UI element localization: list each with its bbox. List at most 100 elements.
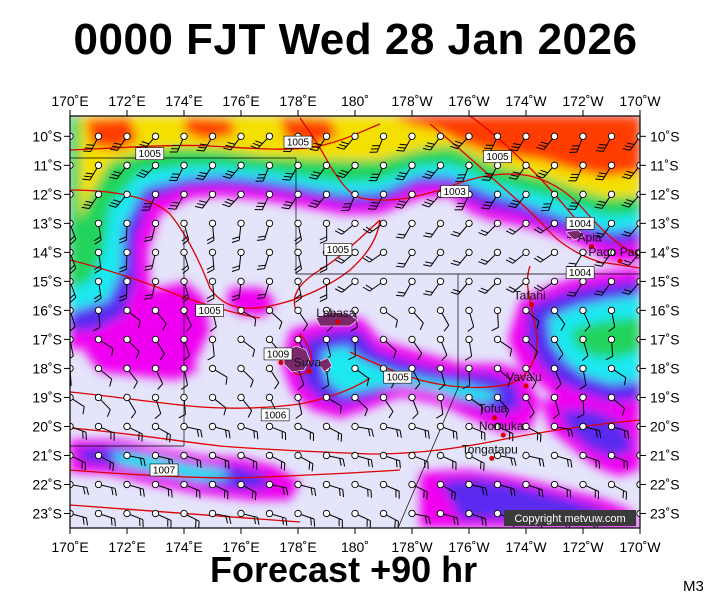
wind-barb (636, 451, 640, 464)
wind-barb (94, 364, 113, 387)
wind-barb (579, 480, 600, 500)
wind-barb (109, 132, 131, 151)
wind-barb (607, 451, 628, 470)
wind-barb (180, 480, 201, 499)
wind-barb (478, 277, 502, 294)
wind-barb (450, 277, 473, 295)
wind-barb (408, 364, 421, 390)
wind-barb (636, 335, 640, 351)
place-dot (335, 319, 341, 325)
right-lat-label: 17˚S (650, 331, 680, 347)
wind-barb (336, 132, 359, 150)
place-dot (489, 455, 495, 461)
wind-barb (535, 161, 559, 179)
wind-barb (265, 335, 281, 360)
place-label: Labasa (316, 306, 356, 320)
wind-barb (94, 509, 116, 527)
wind-barb (522, 335, 539, 360)
wind-barb (70, 190, 74, 210)
wind-barb (70, 451, 86, 471)
place-dot (617, 258, 623, 264)
wind-barb (379, 335, 397, 359)
wind-barb (180, 335, 191, 361)
wind-barb (396, 132, 416, 152)
wind-barb (308, 161, 331, 180)
wind-barb (180, 422, 203, 438)
wind-barb (294, 219, 303, 245)
wind-barb (256, 248, 274, 270)
wind-barb (237, 335, 256, 358)
wind-barb (334, 248, 359, 264)
wind-barb (607, 364, 627, 386)
wind-barb (493, 451, 517, 466)
wind-barb (123, 509, 144, 528)
wind-barb (509, 132, 530, 152)
wind-barb (319, 219, 331, 244)
left-lat-label: 11˚S (33, 157, 62, 173)
wind-barb (94, 393, 111, 417)
wind-barb (322, 393, 342, 414)
wind-barb (151, 364, 164, 390)
wind-barb (522, 480, 544, 498)
place-dot (523, 383, 529, 389)
wind-barb (180, 248, 190, 274)
wind-barb (550, 364, 562, 390)
wind-barb (265, 509, 288, 526)
wind-barb (341, 190, 359, 212)
wind-barb (94, 335, 114, 357)
isobar-label-box (565, 266, 595, 279)
wind-barb (196, 132, 217, 152)
wind-barb (334, 277, 359, 293)
wind-barb (237, 306, 257, 327)
copyright-text: Copyright metvuw.com (514, 513, 625, 525)
left-lat-label: 17˚S (32, 331, 62, 347)
wind-barb (123, 364, 138, 389)
wind-barb (294, 451, 314, 472)
wind-barb (151, 509, 172, 528)
wind-barb (123, 393, 137, 419)
wind-barb (567, 190, 587, 210)
map-title: 0000 FJT Wed 28 Jan 2026 (73, 15, 638, 64)
wind-barb (144, 219, 160, 242)
wind-barb (256, 277, 274, 299)
wind-barb (322, 509, 343, 528)
wind-barb (151, 422, 171, 443)
isobar-label-box (195, 304, 224, 317)
right-lat-label: 22˚S (650, 476, 680, 492)
isobar-labels: 1005 1005 1005 1003 1004 1004 1005 1005 1009 1005… (135, 135, 595, 476)
wind-barb (522, 364, 537, 389)
left-lat-label: 15˚S (32, 273, 62, 289)
place-dot (278, 360, 284, 366)
wind-barb (595, 132, 616, 152)
left-lat-label: 16˚S (32, 302, 62, 318)
wind-barb (423, 248, 445, 267)
wind-barb (607, 306, 616, 332)
wind-barb (168, 161, 188, 182)
wind-barb (322, 335, 332, 361)
wind-barb (465, 422, 486, 441)
wind-barb (70, 277, 77, 303)
place-dot (529, 302, 535, 308)
right-lat-label: 18˚S (650, 360, 680, 376)
wind-barb (550, 451, 573, 468)
wind-barb (294, 248, 303, 274)
wind-barb (144, 248, 160, 271)
model-label: M3 (683, 578, 704, 595)
wind-barb (493, 364, 511, 387)
wind-barb (169, 132, 188, 153)
isobar-label-box (283, 135, 313, 149)
wind-barb (223, 132, 245, 151)
wind-barb (362, 219, 388, 234)
wind-barb (123, 480, 145, 497)
wind-barb (379, 393, 394, 419)
wind-barb (322, 422, 343, 442)
isobar-label: 1005 (486, 152, 509, 163)
wind-barb (465, 393, 484, 415)
wind-barb (594, 277, 616, 296)
wind-barb (464, 335, 473, 361)
right-lat-label: 21˚S (650, 447, 680, 463)
top-lon-label: 176˚E (222, 93, 259, 109)
wind-barb (231, 277, 245, 302)
longitude-labels: 170˚E 170˚E 172˚E 172˚E 174˚E 174˚E 176˚E 176˚E… (51, 93, 661, 555)
